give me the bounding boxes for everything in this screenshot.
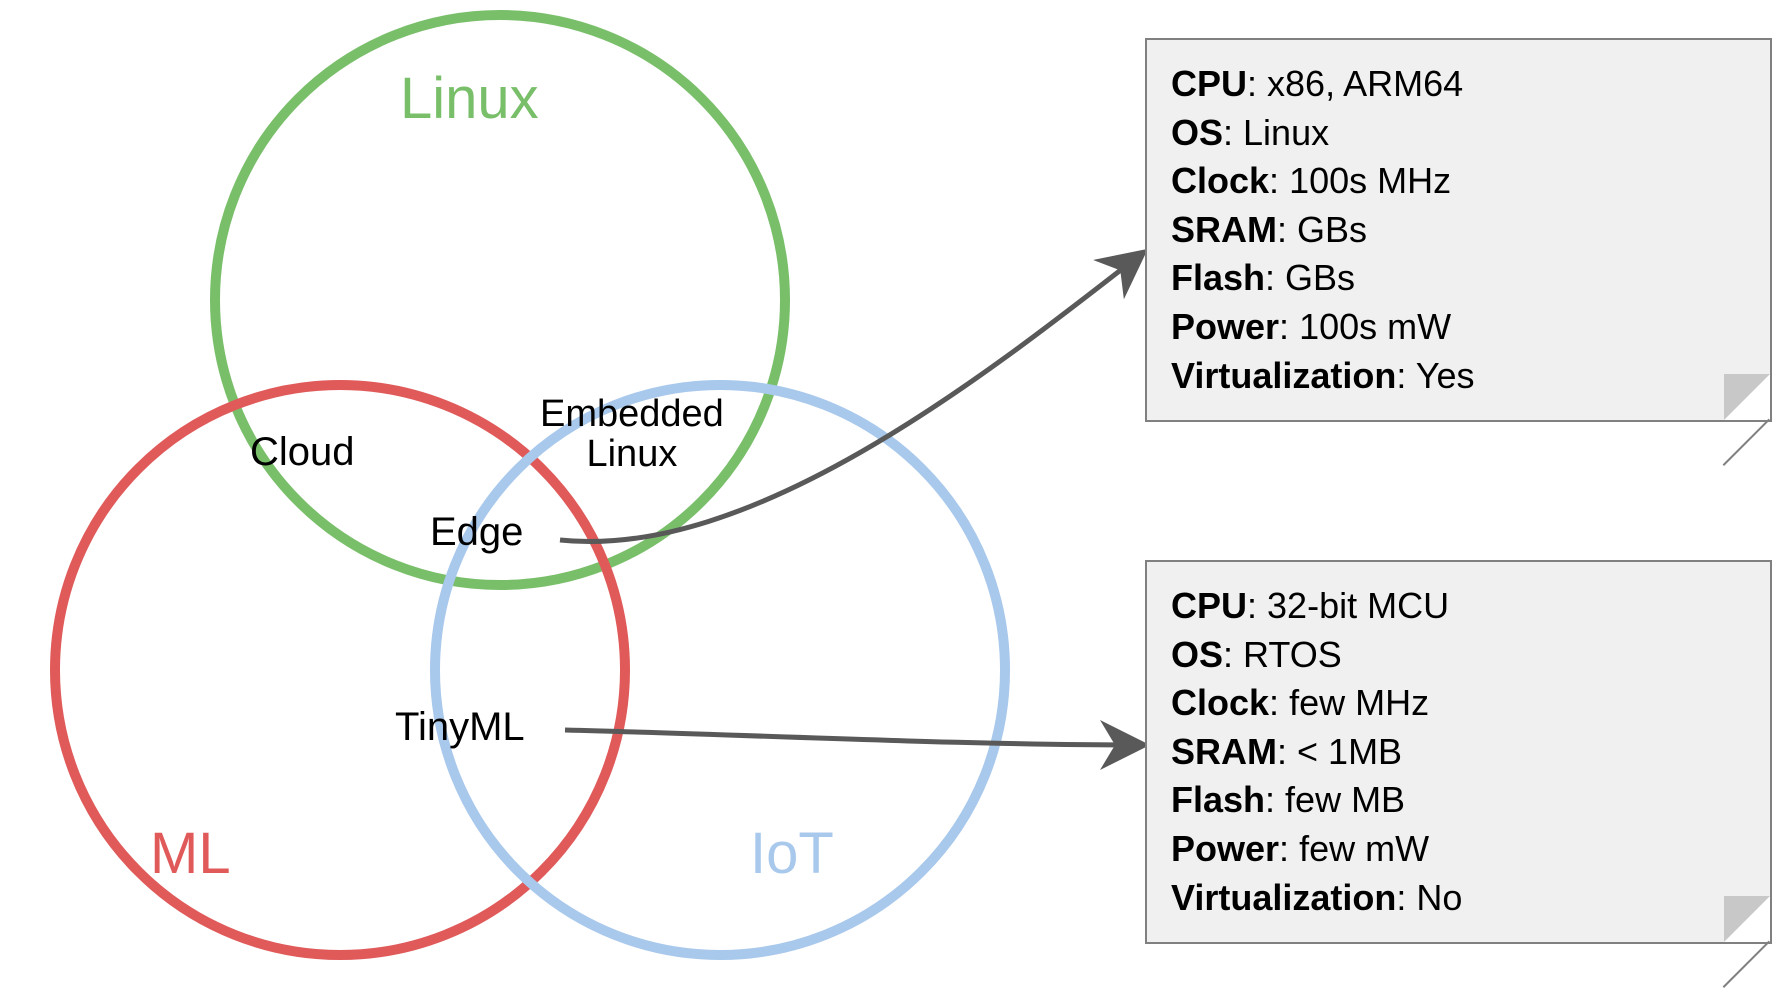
note-edge-row-0: CPU: x86, ARM64 — [1171, 60, 1746, 109]
region-edge: Edge — [430, 510, 523, 555]
note-tinyml-row-2: Clock: few MHz — [1171, 679, 1746, 728]
arrow-tinyml — [565, 730, 1140, 745]
note-edge-row-3: SRAM: GBs — [1171, 206, 1746, 255]
note-tinyml-row-6: Virtualization: No — [1171, 874, 1746, 923]
note-edge-row-5: Power: 100s mW — [1171, 303, 1746, 352]
note-tinyml-row-1: OS: RTOS — [1171, 631, 1746, 680]
note-edge: CPU: x86, ARM64 OS: Linux Clock: 100s MH… — [1145, 38, 1772, 422]
circle-label-linux: Linux — [400, 65, 539, 132]
region-embedded-linux-line2: Linux — [586, 433, 677, 475]
note-tinyml-row-3: SRAM: < 1MB — [1171, 728, 1746, 777]
note-edge-row-6: Virtualization: Yes — [1171, 352, 1746, 401]
region-embedded-linux: Embedded Linux — [540, 395, 724, 475]
diagram-stage: Linux ML IoT Cloud Embedded Linux Edge T… — [0, 0, 1790, 1007]
note-fold-icon — [1724, 896, 1770, 942]
note-tinyml: CPU: 32-bit MCU OS: RTOS Clock: few MHz … — [1145, 560, 1772, 944]
note-edge-row-2: Clock: 100s MHz — [1171, 157, 1746, 206]
note-tinyml-row-4: Flash: few MB — [1171, 776, 1746, 825]
region-tinyml: TinyML — [395, 705, 525, 750]
note-fold-icon — [1724, 374, 1770, 420]
circle-label-iot: IoT — [750, 820, 834, 887]
circle-label-ml: ML — [150, 820, 231, 887]
region-embedded-linux-line1: Embedded — [540, 393, 724, 435]
note-edge-row-1: OS: Linux — [1171, 109, 1746, 158]
note-edge-row-4: Flash: GBs — [1171, 254, 1746, 303]
region-cloud: Cloud — [250, 430, 355, 475]
note-tinyml-row-0: CPU: 32-bit MCU — [1171, 582, 1746, 631]
note-tinyml-row-5: Power: few mW — [1171, 825, 1746, 874]
